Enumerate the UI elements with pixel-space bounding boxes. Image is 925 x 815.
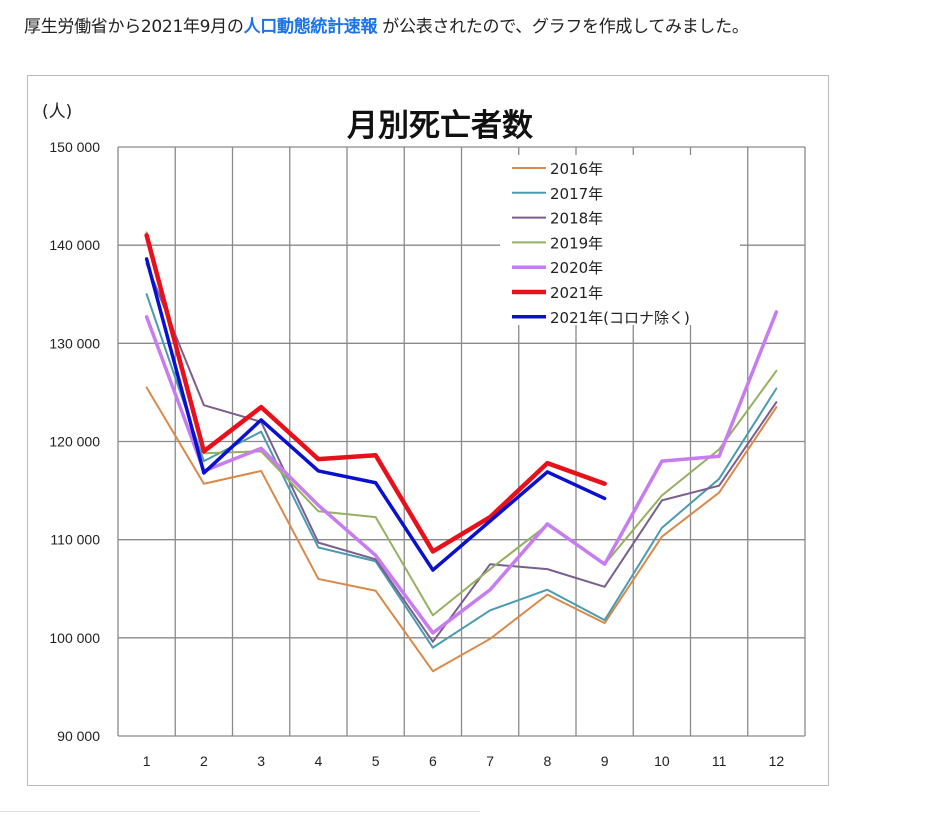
x-tick-label: 4 [314, 753, 322, 769]
legend-label: 2018年 [550, 210, 603, 228]
legend-label: 2019年 [550, 234, 603, 252]
legend-box [500, 155, 740, 325]
y-tick-label: 140 000 [49, 237, 100, 253]
legend-label: 2021年 [550, 284, 603, 302]
chart-frame [27, 75, 829, 786]
legend-label: 2020年 [550, 259, 603, 277]
intro-text: 厚生労働省から2021年9月の人口動態統計速報 が公表されたので、グラフを作成し… [24, 12, 749, 37]
x-tick-label: 1 [143, 753, 151, 769]
legend-label: 2021年(コロナ除く) [550, 309, 690, 327]
x-tick-label: 10 [654, 753, 670, 769]
x-tick-label: 6 [429, 753, 437, 769]
y-tick-label: 150 000 [49, 139, 100, 155]
series-line-2017年 [145, 293, 778, 649]
intro-after: が公表されたので、グラフを作成してみました。 [377, 17, 749, 37]
x-tick-label: 9 [601, 753, 609, 769]
x-tick-label: 5 [372, 753, 380, 769]
intro-before: 厚生労働省から2021年9月の [24, 17, 244, 37]
vital-statistics-link[interactable]: 人口動態統計速報 [243, 17, 378, 37]
chart-title: 月別死亡者数 [347, 108, 533, 144]
x-tick-label: 11 [712, 753, 727, 769]
y-tick-label: 130 000 [49, 335, 100, 351]
y-tick-label: 100 000 [49, 630, 100, 646]
y-tick-label: 110 000 [50, 532, 100, 548]
x-tick-label: 3 [257, 753, 265, 769]
series-line-2016年 [145, 386, 778, 673]
x-tick-label: 2 [200, 753, 208, 769]
divider [0, 811, 480, 812]
y-axis-label: (人) [42, 102, 72, 122]
x-tick-label: 7 [486, 753, 494, 769]
legend-label: 2016年 [550, 160, 603, 178]
x-tick-label: 8 [543, 753, 551, 769]
y-tick-label: 90 000 [57, 728, 100, 744]
series-line-2020年 [144, 310, 779, 635]
series-line-2018年 [145, 262, 778, 643]
y-tick-label: 120 000 [49, 434, 100, 450]
x-tick-label: 12 [769, 753, 785, 769]
legend-label: 2017年 [550, 185, 603, 203]
